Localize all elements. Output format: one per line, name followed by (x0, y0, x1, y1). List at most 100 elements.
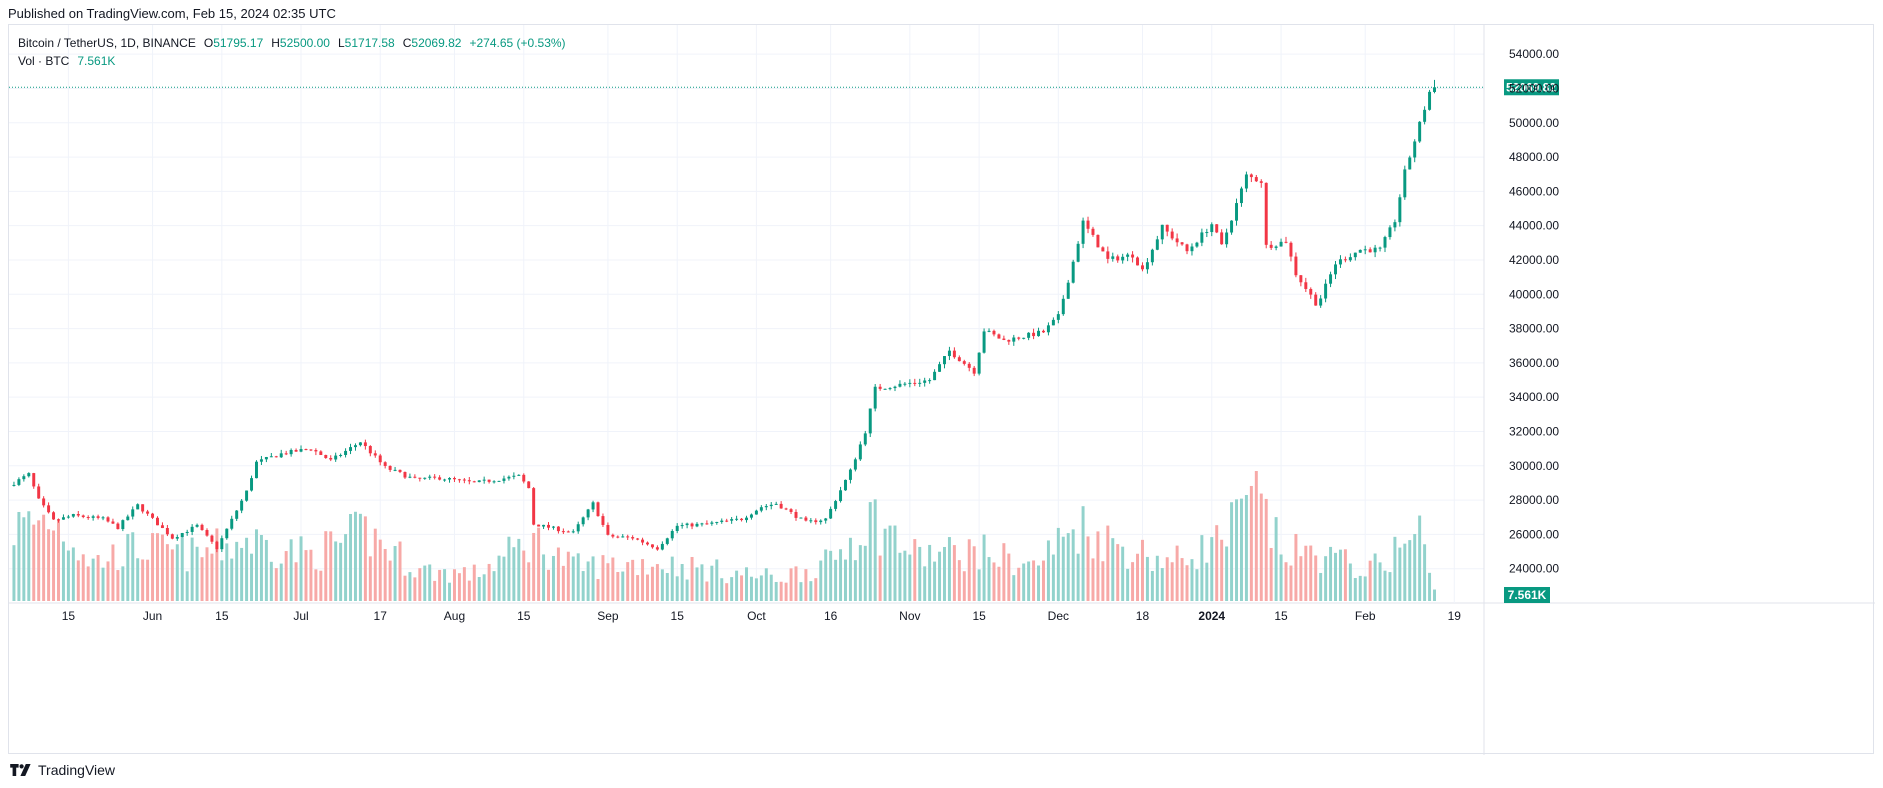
candle-body (1289, 242, 1293, 257)
volume-bar (527, 562, 531, 601)
candle-body (146, 511, 150, 514)
candle-body (814, 520, 818, 523)
volume-bar (96, 555, 100, 601)
candle-body (1343, 259, 1347, 261)
candle-body (1338, 259, 1342, 265)
time-tick-label: 2024 (1198, 609, 1225, 623)
volume-bar (245, 537, 249, 601)
volume-bar (819, 560, 823, 601)
volume-bar (606, 563, 610, 601)
volume-bar (551, 555, 555, 601)
volume-bar (809, 581, 813, 601)
candle-body (344, 450, 348, 455)
candlestick-chart[interactable]: 52069.82 7.561K 24000.00 26000.00 28000.00 3… (9, 25, 1875, 755)
candle-body (947, 350, 951, 357)
price-tick-label: 24000.00 (1509, 562, 1559, 576)
volume-bar (131, 532, 135, 601)
candle-body (101, 517, 105, 519)
price-tick-label: 26000.00 (1509, 527, 1559, 541)
candle-body (462, 479, 466, 481)
candle-body (522, 474, 526, 482)
footer[interactable]: TradingView (10, 762, 115, 778)
candle-body (240, 500, 244, 511)
candle-body (269, 456, 273, 458)
candle-body (556, 526, 560, 532)
volume-bar (492, 571, 496, 601)
candle-body (799, 517, 803, 519)
volume-bar (561, 565, 565, 601)
candle-body (383, 462, 387, 466)
time-tick-label: Oct (747, 609, 766, 623)
volume-bar (1393, 536, 1397, 601)
volume-bar (626, 562, 630, 601)
candle-body (235, 510, 239, 519)
volume-bar (353, 511, 357, 601)
volume-bar (1373, 553, 1377, 601)
close-value: 52069.82 (411, 36, 462, 50)
candle-body (299, 449, 303, 452)
candle-body (650, 544, 654, 548)
volume-bar (1418, 515, 1422, 601)
volume-bar (1022, 563, 1026, 601)
candle-body (561, 531, 565, 533)
candle-body (329, 458, 333, 460)
price-tick-label: 50000.00 (1509, 116, 1559, 130)
candle-body (774, 503, 778, 505)
volume-bar (279, 563, 283, 601)
candle-body (349, 447, 353, 451)
volume-bar (710, 565, 714, 601)
volume-bar (898, 552, 902, 601)
volume-bar (81, 554, 85, 601)
candle-body (86, 517, 90, 519)
candle-body (695, 523, 699, 527)
volume-bar (749, 576, 753, 601)
volume-bar (47, 529, 51, 601)
volume-bar (844, 559, 847, 601)
volume-bar (982, 534, 986, 601)
volume-bar (972, 546, 976, 601)
candle-body (1136, 257, 1140, 266)
volume-bar (146, 559, 150, 601)
price-tick-label: 32000.00 (1509, 424, 1559, 438)
volume-bar (977, 569, 981, 601)
candle-body (1363, 249, 1367, 251)
candle-body (1284, 241, 1288, 243)
volume-bar (121, 566, 125, 601)
candle-body (616, 536, 620, 538)
candle-body (967, 363, 971, 368)
volume-bar (215, 528, 219, 601)
candle-body (81, 515, 85, 518)
candle-body (175, 537, 179, 539)
volume-bar (1254, 471, 1258, 601)
chart-frame[interactable]: 52069.82 7.561K 24000.00 26000.00 28000.00 3… (8, 24, 1875, 755)
candle-body (1066, 282, 1070, 299)
candle-body (1046, 325, 1050, 333)
volume-bar (680, 564, 684, 601)
volume-bar (759, 575, 763, 601)
volume-bar (1299, 556, 1303, 601)
volume-bar (532, 532, 536, 601)
volume-bar (1101, 561, 1105, 601)
price-tick-label: 48000.00 (1509, 150, 1559, 164)
volume-bar (1274, 517, 1278, 601)
candle-body (190, 526, 194, 532)
volume-bar (873, 499, 877, 601)
symbol-label: Bitcoin / TetherUS, 1D, BINANCE (18, 36, 196, 50)
candle-body (274, 456, 278, 458)
candle-body (433, 476, 437, 478)
volume-bar (824, 549, 828, 601)
volume-bar (740, 575, 744, 601)
candle-body (690, 523, 694, 527)
volume-bar (992, 562, 996, 601)
candle-body (1239, 188, 1243, 204)
candle-body (1215, 224, 1219, 233)
candle-body (1185, 244, 1189, 252)
volume-bar (452, 569, 456, 601)
candle-body (37, 486, 41, 499)
candle-body (180, 533, 184, 538)
candle-body (1076, 243, 1080, 262)
candle-body (591, 502, 595, 510)
volume-bar (1368, 560, 1372, 601)
candle-body (715, 521, 719, 523)
candle-body (1200, 232, 1204, 243)
